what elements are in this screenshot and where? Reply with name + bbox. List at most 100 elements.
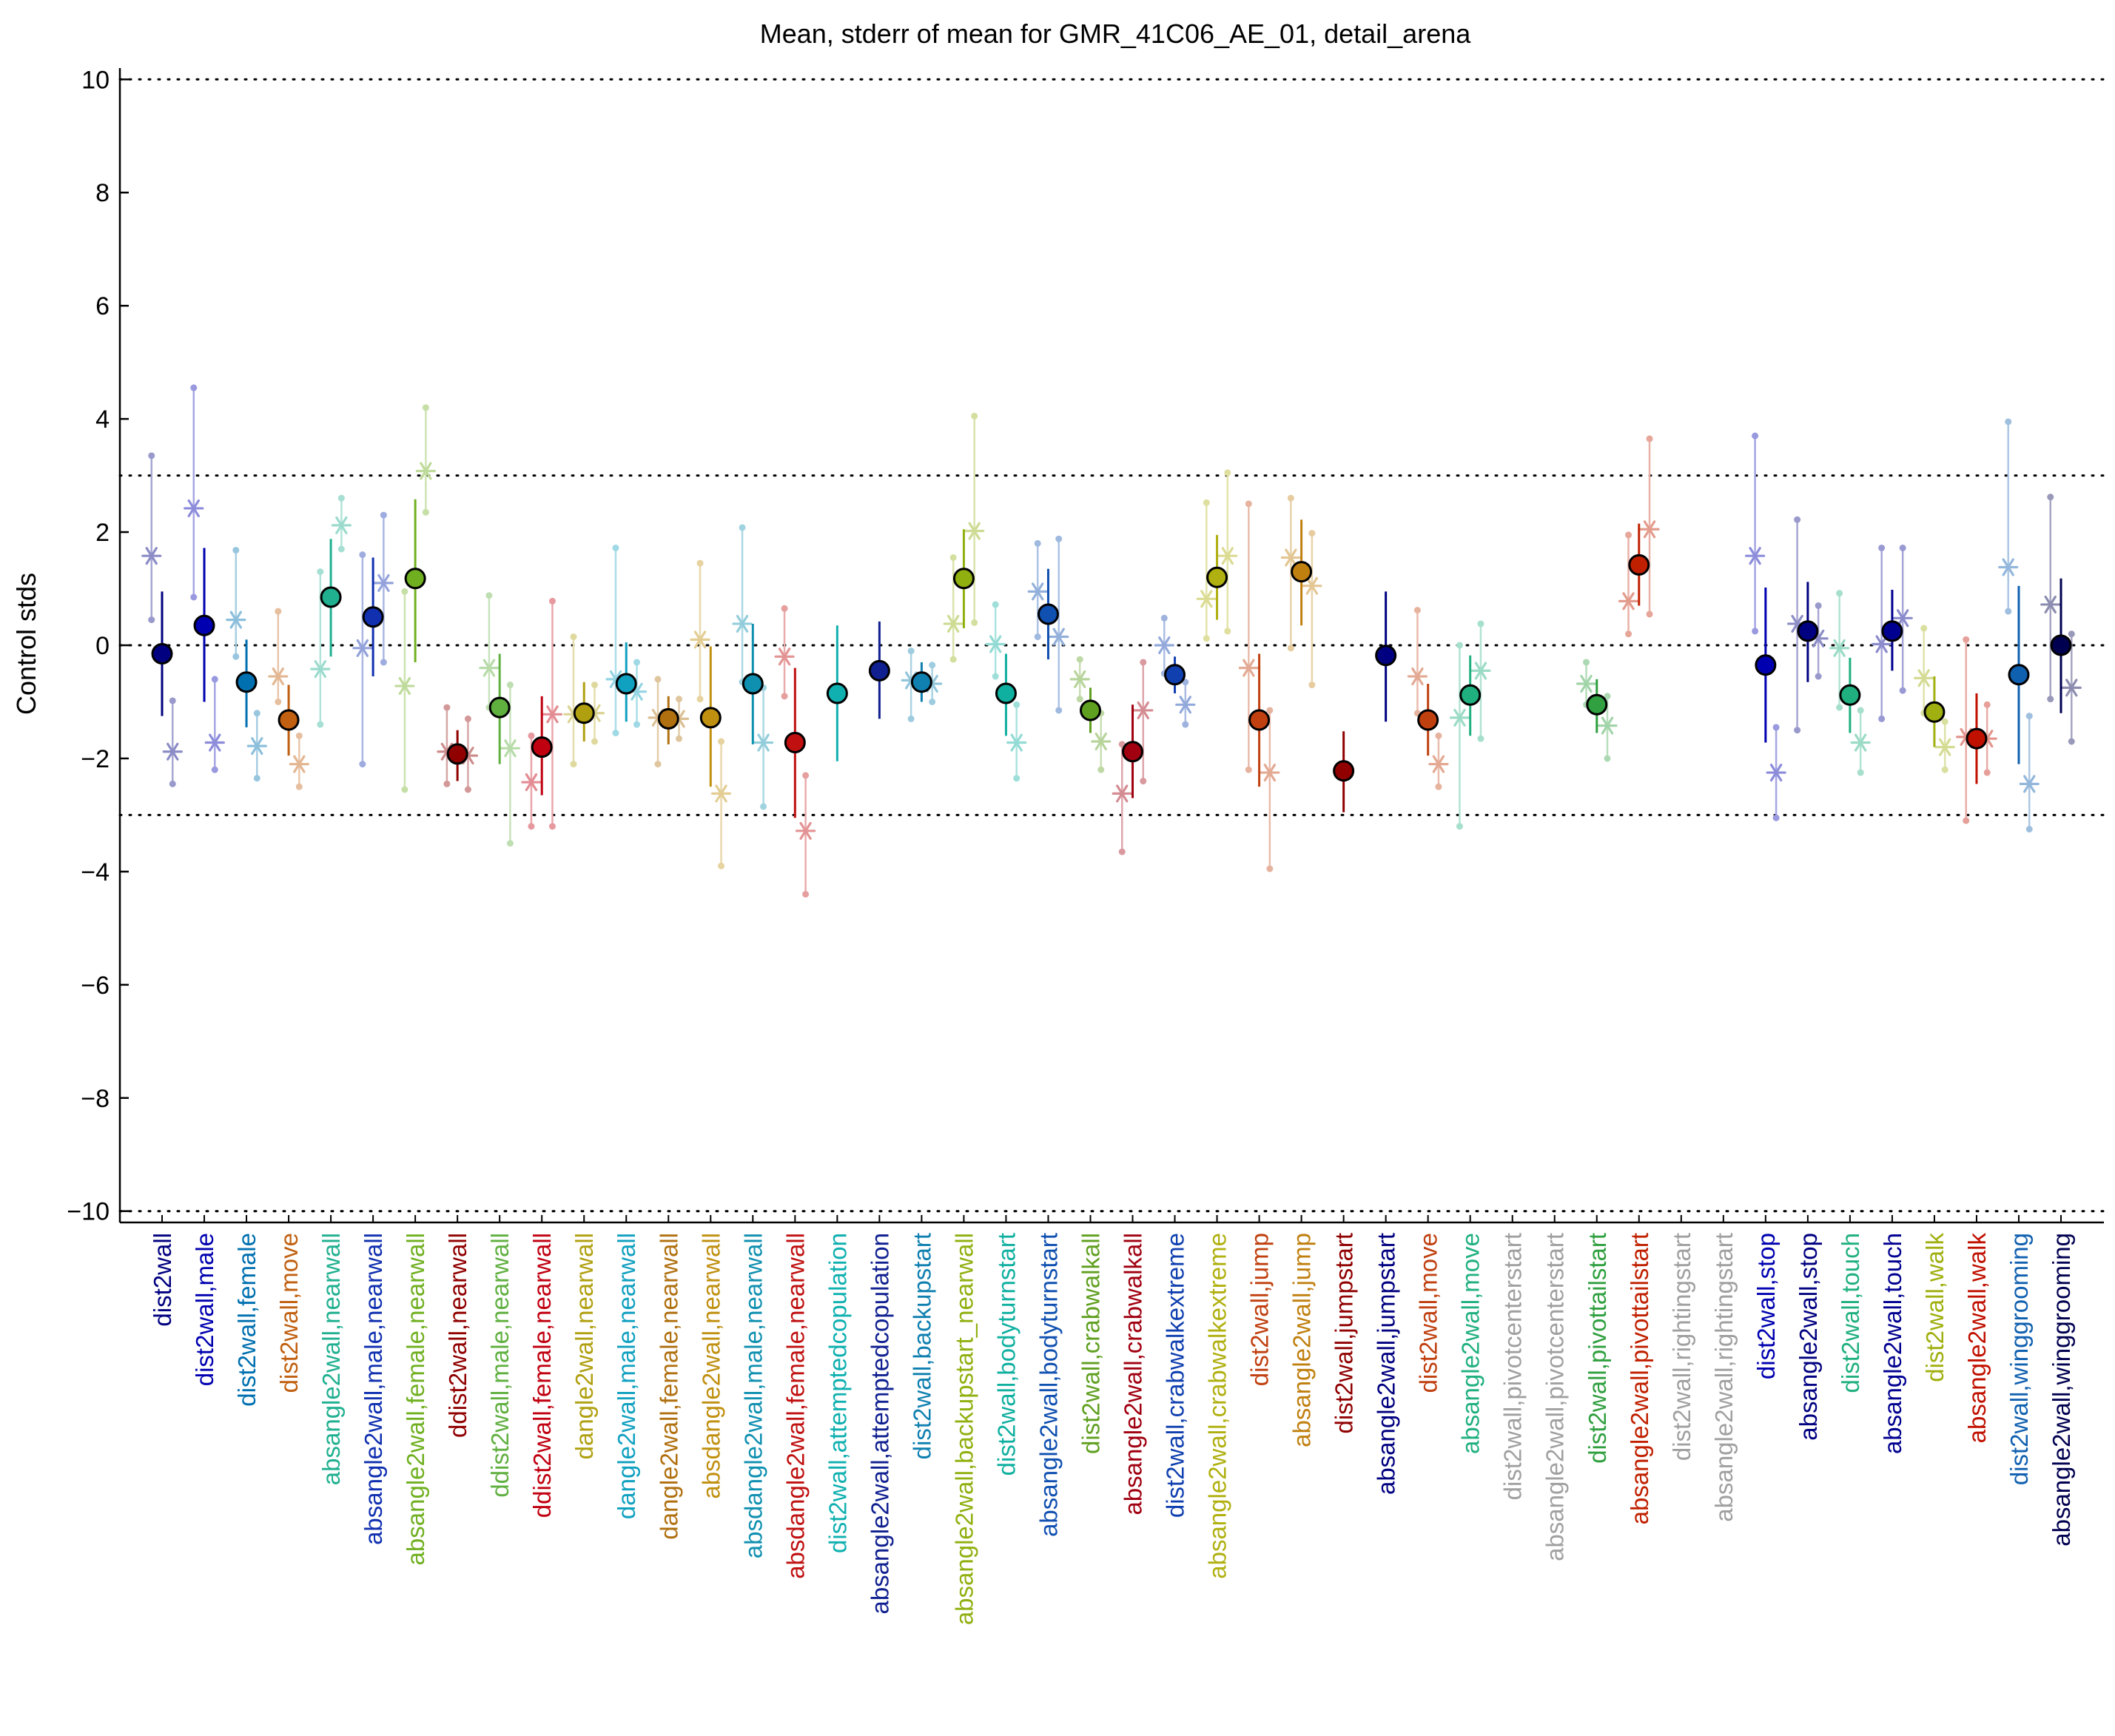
category-group (1112, 659, 1154, 855)
asterisk-stroke (420, 462, 432, 480)
asterisk-stroke (504, 739, 517, 758)
category-group (943, 412, 985, 663)
experiment-range-end (464, 715, 471, 722)
experiment-range-end (591, 738, 598, 745)
experiment-range-end (1456, 642, 1463, 649)
experiment-asterisk (246, 737, 267, 756)
experiment-asterisk (184, 499, 204, 517)
asterisk-stroke (968, 522, 981, 540)
asterisk-stroke (2002, 558, 2014, 576)
asterisk-stroke (187, 499, 200, 517)
category-group (563, 633, 605, 768)
experiment-asterisk (1112, 784, 1132, 803)
category-group (901, 647, 943, 722)
experiment-range-end (232, 547, 240, 554)
experiment-range-end (1182, 721, 1189, 728)
y-tick-label: 2 (95, 519, 110, 547)
group-mean-marker (531, 736, 553, 758)
category-label: absangle2wall,move (1457, 1233, 1484, 1454)
category-label: dist2wall,move (275, 1233, 303, 1393)
category-group (310, 494, 352, 728)
asterisk-stroke (272, 667, 285, 686)
category-group (141, 452, 183, 787)
experiment-range-end (548, 597, 556, 605)
category-group (1238, 500, 1280, 872)
experiment-range-end (1625, 531, 1633, 539)
experiment-range-end (506, 682, 514, 689)
experiment-asterisk (204, 733, 225, 752)
experiment-range-end (1772, 724, 1780, 731)
experiment-range-end (380, 659, 387, 666)
category-label: absangle2wall,crabwalkextreme (1204, 1233, 1231, 1579)
asterisk-stroke (1221, 547, 1234, 565)
experiment-range-end (676, 735, 683, 742)
category-group (1280, 494, 1322, 689)
category-group (2040, 494, 2082, 745)
experiment-range-end (1920, 625, 1928, 632)
experiment-range-end (718, 738, 725, 745)
category-group (1787, 516, 1829, 734)
experiment-range-end (1245, 500, 1252, 508)
experiment-range-end (1266, 865, 1274, 872)
asterisk-stroke (1137, 701, 1149, 719)
category-label: dist2wall,winggrooming (2005, 1233, 2033, 1485)
experiment-range-end (359, 761, 366, 768)
group-mean-marker (1333, 760, 1355, 782)
experiment-asterisk (1217, 547, 1238, 565)
experiment-asterisk (1470, 662, 1491, 680)
experiment-range-end (1140, 778, 1147, 785)
asterisk-stroke (1812, 629, 1825, 647)
category-label: dangle2wall,male,nearwall (613, 1233, 640, 1519)
category-label: dist2wall,pivottailstart (1584, 1233, 1611, 1464)
experiment-asterisk (1407, 667, 1428, 686)
category-group (1333, 731, 1355, 813)
experiment-asterisk (1934, 738, 1955, 756)
group-mean-marker (1248, 709, 1271, 731)
experiment-range-end (1963, 636, 1970, 643)
experiment-range-end (1076, 656, 1083, 663)
experiment-range-end (317, 568, 324, 576)
experiment-asterisk (1175, 696, 1196, 714)
experiment-range-end (1456, 823, 1463, 830)
experiment-asterisk (1618, 592, 1639, 610)
group-mean-marker (404, 568, 426, 590)
asterisk-stroke (314, 660, 327, 679)
group-mean-marker (2008, 664, 2030, 686)
category-group (352, 511, 394, 768)
group-mean-marker (151, 642, 173, 665)
category-group (732, 524, 774, 810)
experiment-asterisk (1914, 669, 1934, 687)
experiment-range-end (612, 730, 619, 737)
asterisk-stroke (1474, 662, 1487, 680)
asterisk-stroke (1833, 639, 1846, 657)
experiment-range-end (401, 588, 408, 595)
asterisk-stroke (1263, 764, 1277, 782)
category-label: absdangle2wall,nearwall (697, 1233, 724, 1499)
asterisk-stroke (693, 630, 707, 649)
group-mean-marker (488, 696, 511, 719)
experiment-asterisk (1049, 628, 1069, 646)
category-group (1998, 418, 2040, 833)
asterisk-stroke (1200, 590, 1213, 608)
category-label: dangle2wall,nearwall (571, 1233, 598, 1459)
chart-title: Mean, stderr of mean for GMR_41C06_AE_01… (760, 18, 1472, 49)
experiment-range-end (2068, 630, 2075, 638)
asterisk-stroke (1116, 784, 1129, 803)
experiment-range-end (232, 653, 240, 660)
category-label: dist2wall,pivotcenterstart (1499, 1233, 1527, 1500)
group-mean-marker (1881, 620, 1903, 642)
experiment-range-end (380, 511, 387, 519)
experiment-range-end (718, 862, 725, 869)
experiment-range-end (1583, 659, 1590, 666)
experiment-asterisk (500, 739, 521, 758)
group-mean-marker (784, 732, 806, 754)
category-label: ddist2wall,nearwall (444, 1233, 471, 1438)
experiment-asterisk (1238, 659, 1259, 677)
experiment-asterisk (162, 742, 183, 761)
experiment-range-end (275, 698, 282, 705)
asterisk-stroke (609, 670, 622, 688)
asterisk-stroke (1453, 708, 1466, 727)
group-mean-marker (1079, 699, 1101, 721)
asterisk-stroke (1749, 547, 1761, 565)
